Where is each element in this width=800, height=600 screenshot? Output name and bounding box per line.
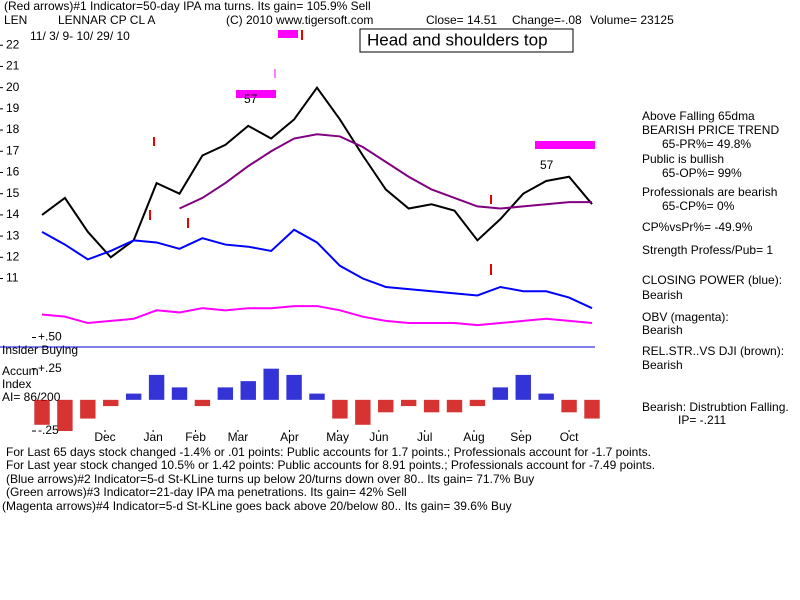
panel-text: Strength Profess/Pub= 1 bbox=[642, 243, 773, 257]
accum-bar bbox=[423, 399, 440, 413]
series-line bbox=[179, 133, 592, 210]
accum-bar bbox=[80, 399, 96, 419]
y-tick-label: +.25 bbox=[38, 361, 62, 375]
arrows bbox=[149, 30, 595, 275]
accum-bar bbox=[538, 393, 554, 400]
x-tick-label: Apr bbox=[280, 430, 299, 444]
panel-text: 65-OP%= 99% bbox=[662, 166, 742, 180]
panel-text: 65-PR%= 49.8% bbox=[662, 137, 751, 151]
panel-text: CLOSING POWER (blue): bbox=[642, 273, 782, 287]
x-tick-label: Jan bbox=[143, 430, 162, 444]
accum-bar bbox=[34, 399, 50, 425]
y-tick-label: 22 bbox=[6, 37, 20, 51]
panel-text: 65-CP%= 0% bbox=[662, 199, 735, 213]
panel-label: Insider Buying bbox=[2, 343, 78, 357]
y-tick-label: 13 bbox=[6, 228, 20, 242]
accum-bar bbox=[492, 387, 509, 400]
accum-bar bbox=[103, 399, 119, 407]
indicator-title: (Red arrows)#1 Indicator=50-day IPA ma t… bbox=[4, 0, 371, 13]
symbol: LEN bbox=[4, 13, 27, 27]
footer-text: (Blue arrows)#2 Indicator=5-d St-KLine t… bbox=[6, 472, 534, 486]
accum-bar bbox=[561, 399, 577, 413]
y-tick-label: 21 bbox=[6, 59, 20, 73]
x-tick-label: Jul bbox=[417, 430, 432, 444]
annotation: 57 bbox=[244, 92, 258, 106]
panel-text: Public is bullish bbox=[642, 152, 724, 166]
panel-text: OBV (magenta): bbox=[642, 310, 729, 324]
x-tick-label: May bbox=[326, 430, 349, 444]
magenta-marks bbox=[278, 30, 298, 38]
x-tick-label: Jun bbox=[369, 430, 388, 444]
accum-bar bbox=[309, 393, 325, 400]
y-tick-label: +.50 bbox=[38, 330, 62, 344]
accum-bar bbox=[400, 399, 417, 407]
accum-bar bbox=[194, 399, 211, 407]
footer-text: For Last year stock changed 10.5% or 1.4… bbox=[6, 458, 655, 472]
volume: Volume= 23125 bbox=[590, 13, 674, 27]
accum-bar bbox=[515, 374, 531, 400]
y-tick-label: 19 bbox=[6, 101, 20, 115]
change: Change=-.08 bbox=[512, 13, 582, 27]
accum-bar bbox=[263, 368, 279, 400]
pattern-label: Head and shoulders top bbox=[367, 30, 548, 49]
company: LENNAR CP CL A bbox=[58, 13, 155, 27]
panel-label: Accum bbox=[2, 364, 39, 378]
y-tick-label: -.25 bbox=[38, 423, 59, 437]
annotation: 57 bbox=[540, 158, 554, 172]
y-tick-label: 12 bbox=[6, 249, 20, 263]
footer-text: For Last 65 days stock changed -1.4% or … bbox=[6, 445, 651, 459]
accum-bar bbox=[171, 387, 188, 400]
y-tick-label: 20 bbox=[6, 80, 20, 94]
panel-text: Bearish bbox=[642, 323, 683, 337]
x-tick-label: Oct bbox=[560, 430, 579, 444]
y-tick-label: 16 bbox=[6, 165, 20, 179]
y-tick-label: 18 bbox=[6, 122, 20, 136]
x-tick-label: Dec bbox=[94, 430, 115, 444]
series-line bbox=[41, 228, 593, 310]
x-tick-label: Mar bbox=[228, 430, 249, 444]
panel-text: Above Falling 65dma bbox=[642, 109, 755, 123]
accum-bar bbox=[584, 399, 600, 419]
close: Close= 14.51 bbox=[426, 13, 497, 27]
footer-text: (Green arrows)#3 Indicator=21-day IPA ma… bbox=[6, 485, 407, 499]
magenta-marks bbox=[236, 90, 276, 98]
panel-label: AI= 86/200 bbox=[2, 390, 61, 404]
accum-bar bbox=[332, 399, 348, 419]
panel-text: IP= -.211 bbox=[678, 413, 726, 427]
pattern-box bbox=[359, 28, 574, 53]
panel-text: Bearish bbox=[642, 288, 683, 302]
panel-text: Professionals are bearish bbox=[642, 185, 777, 199]
accum-bar bbox=[125, 393, 142, 400]
x-tick-label: Sep bbox=[510, 430, 532, 444]
accum-bar bbox=[148, 374, 165, 400]
date-range: 11/ 3/ 9- 10/ 29/ 10 bbox=[30, 29, 130, 43]
accum-bar bbox=[378, 399, 394, 413]
magenta-marks bbox=[535, 141, 595, 149]
panel-text: Bearish: Distrubtion Falling. bbox=[642, 400, 789, 414]
accum-bar bbox=[57, 399, 73, 432]
footer-text: (Magenta arrows)#4 Indicator=5-d St-KLin… bbox=[2, 499, 512, 513]
accum-bar bbox=[469, 399, 486, 407]
accum-bar bbox=[355, 399, 371, 425]
x-tick-label: Feb bbox=[185, 430, 206, 444]
panel-text: Bearish bbox=[642, 358, 683, 372]
series-line bbox=[41, 305, 593, 327]
accum-bar bbox=[217, 387, 234, 400]
accum-bar bbox=[240, 381, 256, 400]
y-tick-label: 11 bbox=[6, 271, 19, 285]
copyright: (C) 2010 www.tigersoft.com bbox=[226, 13, 373, 27]
panel-text: CP%vsPr%= -49.9% bbox=[642, 220, 753, 234]
panel-text: BEARISH PRICE TREND bbox=[642, 123, 779, 137]
accum-bar bbox=[446, 399, 463, 413]
panel-label: Index bbox=[2, 377, 31, 391]
accum-bar bbox=[286, 374, 302, 400]
panel-text: REL.STR..VS DJI (brown): bbox=[642, 344, 784, 358]
y-tick-label: 15 bbox=[6, 186, 20, 200]
x-tick-label: Aug bbox=[463, 430, 484, 444]
y-tick-label: 17 bbox=[6, 143, 20, 157]
y-tick-label: 14 bbox=[6, 207, 20, 221]
